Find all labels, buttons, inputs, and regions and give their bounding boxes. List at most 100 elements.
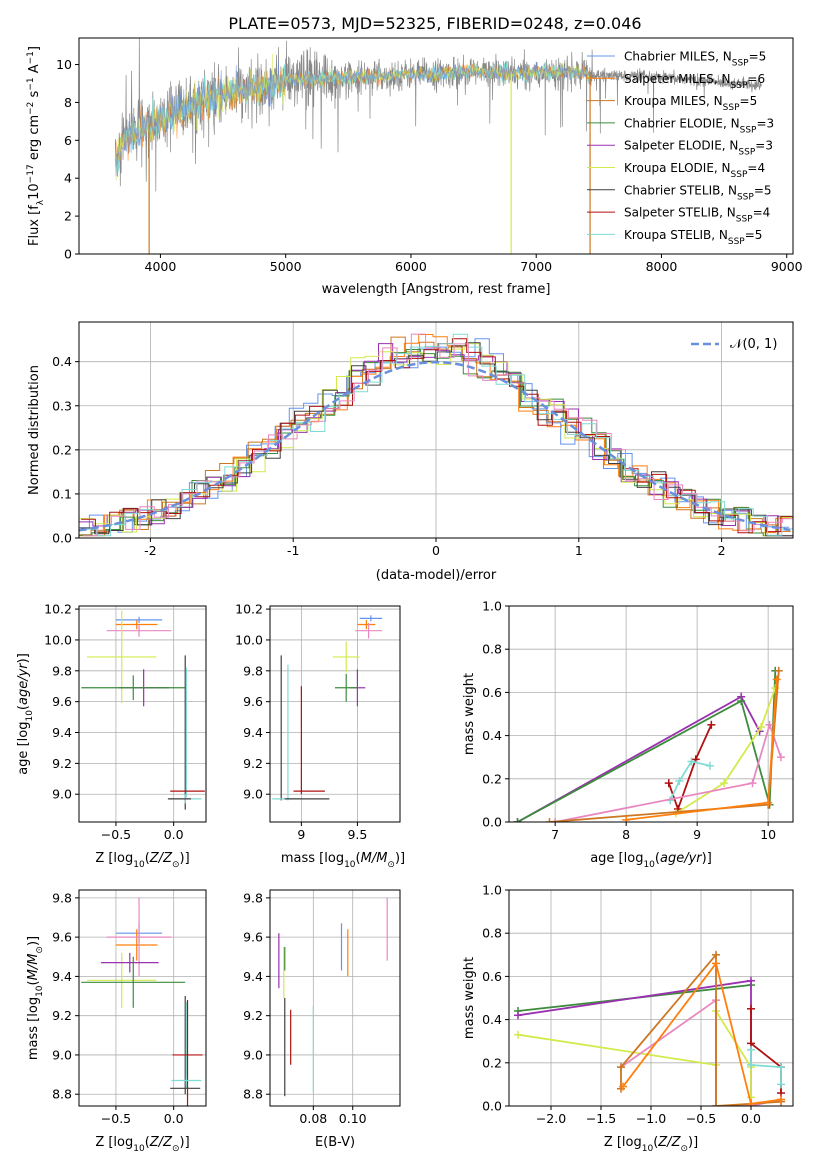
plot-area (79, 333, 793, 537)
legend: Chabrier MILES, NSSP=5 Salpeter MILES, NS… (587, 50, 774, 247)
y-tick-label: 9.6 (243, 694, 263, 709)
x-tick-label: 10 (760, 827, 776, 842)
x-tick-label: -2 (144, 543, 156, 558)
legend-entry: Kroupa MILES, NSSP=5 (624, 94, 757, 113)
y-tick-label: 9.6 (52, 694, 72, 709)
errorbar-point (332, 641, 360, 673)
y-tick-label: 0.1 (52, 486, 72, 501)
plus-marker (513, 818, 522, 822)
plot-area (514, 950, 785, 1106)
y-tick-label: 9.0 (52, 1047, 72, 1062)
y-tick-label: 0.6 (482, 969, 502, 984)
y-tick-label: 9.0 (243, 1047, 263, 1062)
plus-marker (747, 1004, 755, 1013)
plus-marker (707, 720, 716, 729)
x-tick-label: 4000 (145, 259, 177, 274)
plus-marker (675, 776, 684, 785)
errorbar-point (335, 673, 358, 702)
panel-mass-vs-z: −0.5 0.0 8.8 9.0 9.2 9.4 9.6 9.8 Z [log10(Z/Z⊙)]… (26, 889, 207, 1154)
plus-marker (720, 779, 729, 788)
errorbar-point (115, 616, 163, 623)
y-tick-label: 10.0 (44, 632, 72, 647)
y-tick-label: 9.4 (52, 969, 72, 984)
y-tick-label: 0.4 (482, 1012, 502, 1027)
x-tick-label: −2.0 (536, 1111, 566, 1126)
x-axis-label: Z [log10(Z/Z⊙)] (95, 1135, 189, 1154)
y-tick-label: 9.0 (243, 787, 263, 802)
x-axis-label: Z [log10(Z/Z⊙)] (95, 851, 189, 870)
plus-marker (712, 959, 720, 968)
x-axis-label: mass [log10(M/M⊙)] (281, 851, 405, 870)
plus-marker (619, 1082, 627, 1091)
legend-entry: Salpeter STELIB, NSSP=4 (624, 206, 770, 225)
y-tick-label: 9.4 (243, 725, 263, 740)
x-tick-label: 9000 (771, 259, 803, 274)
y-tick-label: 9.0 (52, 787, 72, 802)
y-tick-label: 6 (64, 133, 72, 148)
x-axis-label: E(B-V) (315, 1135, 355, 1150)
y-tick-label: 9.8 (243, 663, 263, 678)
plus-marker (747, 1060, 755, 1069)
panel-age-vs-mass: 9 9.5 9.0 9.2 9.4 9.6 9.8 10.0 10.2 mass [log10(M… (235, 602, 405, 870)
errorbar-point (87, 952, 157, 1008)
panel-age-vs-z: −0.5 0.0 9.0 9.2 9.4 9.6 9.8 10.0 10.2 Z [log10(Z… (16, 602, 207, 870)
plot-area (114, 38, 762, 254)
plus-marker (777, 1095, 785, 1104)
legend-entry: Chabrier ELODIE, NSSP=3 (624, 116, 774, 135)
plus-marker (622, 815, 631, 822)
gridlines (270, 606, 400, 822)
axes-frame (78, 605, 207, 823)
plus-marker (712, 950, 720, 959)
plus-marker (551, 818, 560, 822)
errorbar-point (106, 624, 172, 637)
y-tick-label: 0.4 (52, 354, 72, 369)
y-tick-label: 9.2 (243, 756, 263, 771)
plus-marker (712, 1102, 720, 1106)
legend-entry: 𝒩(0, 1) (730, 337, 777, 352)
axes-frame (508, 605, 794, 823)
plus-marker (757, 722, 766, 731)
plot-area (513, 666, 785, 822)
legend-entry: Salpeter MILES, NSSP=6 (624, 72, 765, 91)
y-tick-label: 9.4 (243, 969, 263, 984)
y-tick-label: 0.0 (482, 1099, 502, 1114)
plus-marker (545, 818, 554, 822)
legend-entry: Salpeter ELODIE, NSSP=3 (624, 139, 773, 158)
weight-series (622, 961, 782, 1105)
weight-series (675, 687, 777, 815)
y-tick-label: 8.8 (52, 1087, 72, 1102)
y-tick-label: 0.0 (482, 815, 502, 830)
x-tick-label: 9 (297, 827, 305, 842)
y-axis-label: mass weight (462, 673, 477, 755)
x-tick-label: -1 (287, 543, 299, 558)
y-tick-label: 0.3 (52, 398, 72, 413)
axes-frame (78, 889, 207, 1107)
errorbar-point (171, 1076, 202, 1085)
gridlines (270, 890, 400, 1106)
y-tick-label: 9.2 (52, 756, 72, 771)
x-tick-label: 8 (622, 827, 630, 842)
y-axis-label: mass [log10(M/M⊙)] (26, 936, 45, 1060)
plot-area (278, 897, 388, 1097)
weight-series (669, 760, 711, 801)
axes-frame (269, 889, 401, 1107)
panel-spectrum: 4000 5000 6000 7000 8000 9000 0 2 4 6 8 10 wavelengt… (26, 37, 803, 297)
y-axis-label: mass weight (462, 957, 477, 1039)
y-axis-label: Normed distribution (27, 365, 42, 495)
plot-area (81, 610, 205, 810)
x-tick-label: 0 (432, 543, 440, 558)
y-tick-label: 0.2 (482, 771, 502, 786)
x-tick-label: 6000 (395, 259, 427, 274)
plus-marker (777, 1063, 785, 1072)
plus-marker (664, 779, 673, 788)
y-tick-label: 0.2 (482, 1055, 502, 1070)
x-axis-label: wavelength [Angstrom, rest frame] (322, 282, 551, 297)
y-tick-label: 8 (64, 95, 72, 110)
model-spectrum (114, 60, 590, 176)
x-tick-label: 0.0 (741, 1111, 761, 1126)
x-tick-label: −0.5 (101, 1111, 131, 1126)
errorbar-point (81, 675, 186, 701)
normal-curve (79, 360, 791, 532)
plus-marker (747, 976, 755, 985)
plus-marker (764, 798, 773, 807)
